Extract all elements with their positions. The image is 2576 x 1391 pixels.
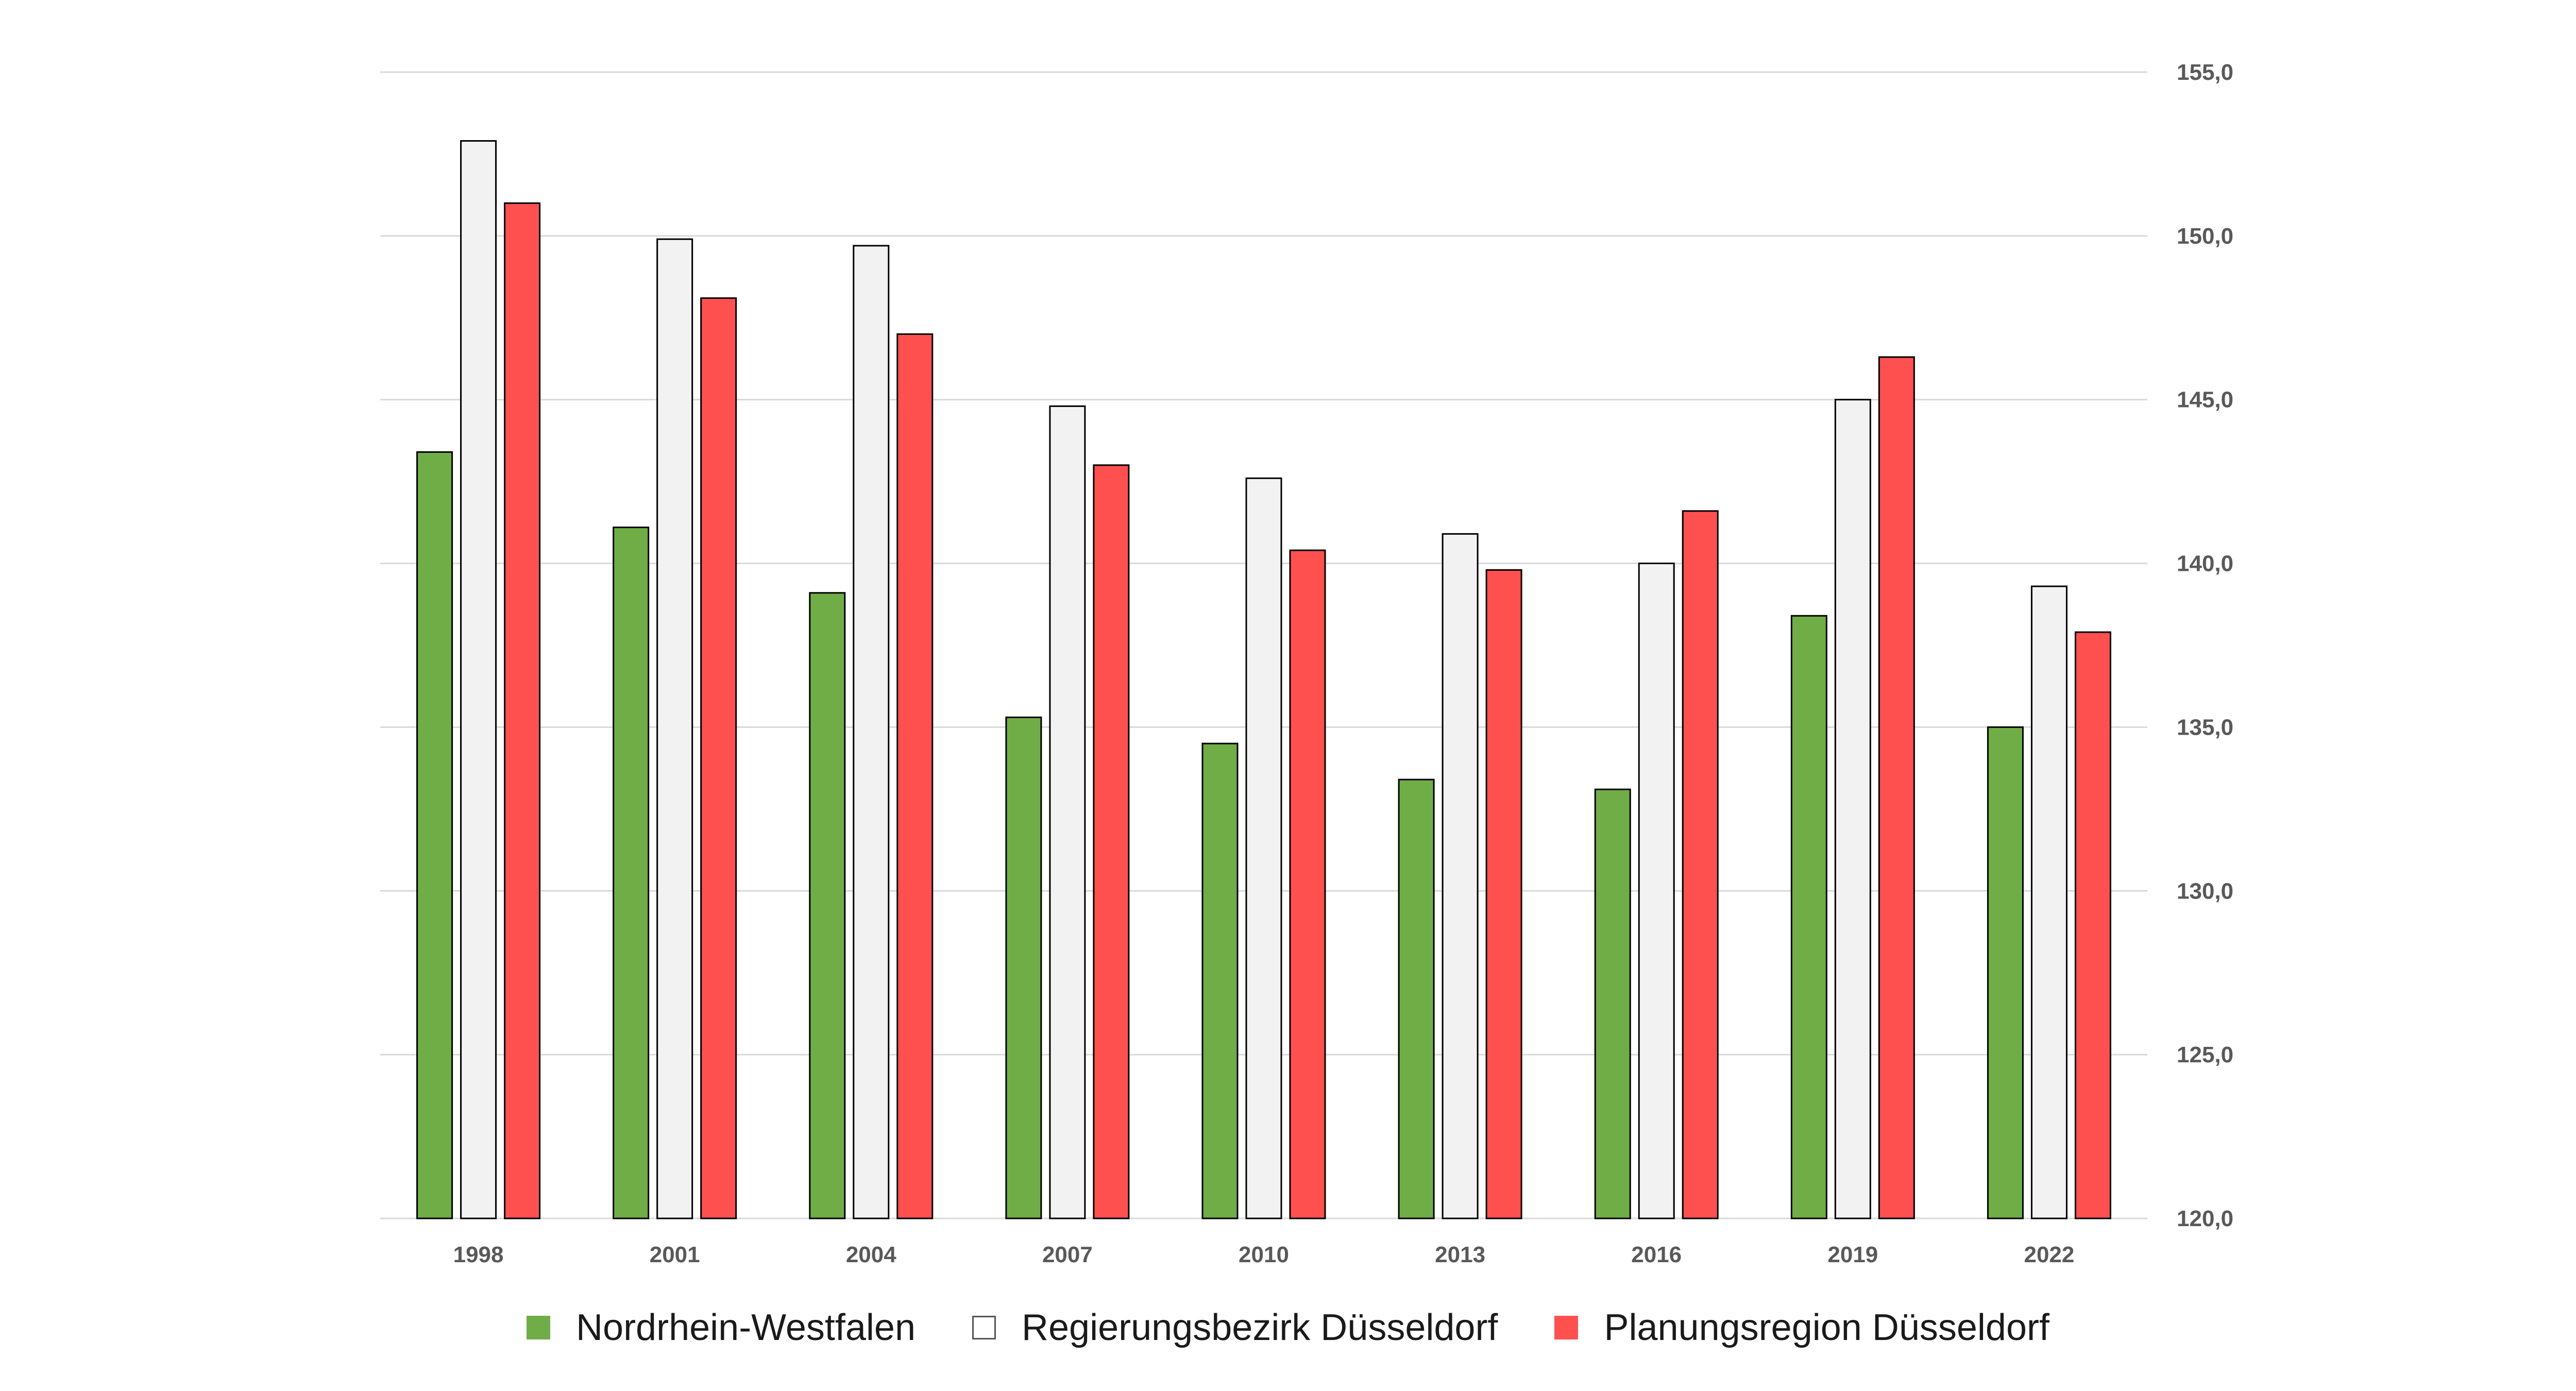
x-category-label: 2001: [650, 1242, 700, 1267]
y-tick-label: 155,0: [2177, 60, 2233, 85]
bar-1-2001: [613, 527, 650, 1219]
x-axis-category-labels: 1998 2001 2004 2007 2010 2013 2016 2019 2022: [453, 1242, 2075, 1267]
legend-item-series-3: Planungsregion Düsseldorf: [1554, 1307, 2049, 1349]
x-category-label: 2007: [1042, 1242, 1093, 1267]
bar-3-1998: [504, 202, 541, 1219]
y-axis-tick-labels: 120,0 125,0 130,0 135,0 140,0 145,0 150,0 155,0: [2177, 60, 2233, 1231]
bar-3-2013: [1485, 569, 1522, 1219]
bar-2-2016: [1638, 563, 1675, 1219]
y-tick-label: 140,0: [2177, 551, 2233, 576]
y-tick-label: 135,0: [2177, 715, 2233, 740]
legend-swatch-nordrhein-westfalen: [527, 1316, 551, 1339]
bar-3-2010: [1289, 549, 1326, 1219]
y-tick-label: 145,0: [2177, 387, 2233, 413]
legend-label: Planungsregion Düsseldorf: [1604, 1307, 2049, 1348]
bar-1-1998: [416, 451, 453, 1219]
bar-2-2001: [656, 238, 693, 1219]
y-tick-label: 125,0: [2177, 1042, 2233, 1067]
y-tick-label: 130,0: [2177, 878, 2233, 904]
bar-2-1998: [460, 140, 497, 1219]
x-category-label: 2004: [846, 1242, 896, 1267]
bar-1-2016: [1594, 788, 1631, 1219]
bar-3-2007: [1093, 464, 1130, 1219]
bar-1-2022: [1987, 726, 2024, 1219]
x-category-label: 2013: [1435, 1242, 1485, 1267]
legend-label: Regierungsbezirk Düsseldorf: [1022, 1307, 1498, 1348]
x-category-label: 2022: [2024, 1242, 2074, 1267]
x-category-label: 2016: [1631, 1242, 1682, 1267]
legend-item-series-2: Regierungsbezirk Düsseldorf: [972, 1307, 1498, 1349]
bar-3-2001: [700, 297, 737, 1219]
bar-2-2004: [853, 245, 890, 1219]
bar-2-2007: [1049, 405, 1086, 1219]
y-tick-label: 150,0: [2177, 224, 2233, 249]
legend-item-series-1: Nordrhein-Westfalen: [527, 1307, 916, 1349]
legend-swatch-regierungsbezirk-duesseldorf: [972, 1316, 996, 1339]
bar-1-2004: [809, 592, 846, 1219]
bar-2-2022: [2030, 585, 2067, 1219]
legend: Nordrhein-Westfalen Regierungsbezirk Düs…: [0, 1307, 2576, 1349]
bar-1-2013: [1398, 778, 1435, 1219]
bar-2-2019: [1834, 399, 1871, 1219]
bar-2-2010: [1245, 477, 1282, 1219]
bar-3-2019: [1878, 356, 1915, 1219]
bar-2-2013: [1442, 533, 1479, 1219]
bar-1-2019: [1790, 615, 1827, 1219]
legend-swatch-planungsregion-duesseldorf: [1554, 1316, 1579, 1339]
bar-3-2022: [2074, 631, 2111, 1219]
bar-3-2016: [1682, 510, 1719, 1219]
y-tick-label: 120,0: [2177, 1206, 2233, 1231]
x-category-label: 1998: [453, 1242, 504, 1267]
bar-1-2010: [1201, 742, 1239, 1219]
bar-1-2007: [1005, 716, 1042, 1219]
legend-label: Nordrhein-Westfalen: [576, 1307, 916, 1348]
bars: [416, 140, 2111, 1219]
x-category-label: 2010: [1239, 1242, 1289, 1267]
bar-3-2004: [896, 333, 934, 1219]
x-category-label: 2019: [1827, 1242, 1878, 1267]
